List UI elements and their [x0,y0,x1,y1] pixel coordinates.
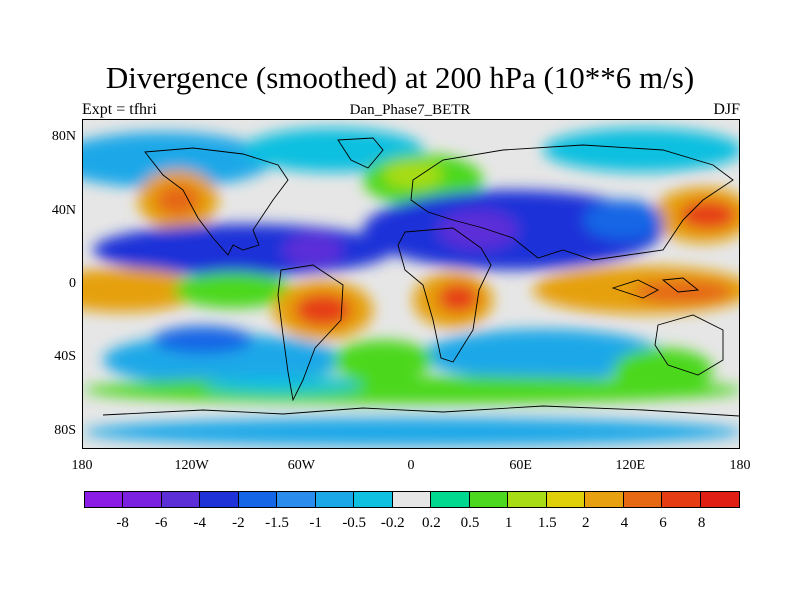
y-tick-label: 40S [54,349,76,365]
colorbar-level-label: 4 [620,515,629,531]
colorbar-swatch [662,492,701,507]
colorbar-swatch [623,492,663,507]
x-tick-label: 180 [729,458,751,473]
colorbar-swatch [392,492,432,507]
x-tick-label: 120E [615,458,646,473]
run-name-label: Dan_Phase7_BETR [349,102,471,118]
season-label: DJF [713,101,740,118]
colorbar-swatch [161,492,201,507]
colorbar-swatch [700,492,740,507]
colorbar-swatch [354,492,393,507]
colorbar-level-label: -0.2 [380,515,405,531]
colorbar-level-label: 6 [659,515,667,531]
y-tick-label: 80N [51,129,76,145]
colorbar-swatch [200,492,239,507]
y-tick-label: 80S [54,422,76,438]
colorbar-swatch [469,492,509,507]
divergence-field [83,128,739,446]
coastlines [102,137,739,417]
x-tick-label: 120W [174,458,209,473]
colorbar-level-label: 0.5 [460,515,480,531]
colorbar-level-label: 1 [504,515,513,531]
colorbar-swatch [277,492,316,507]
colorbar-level-label: -4 [193,515,207,531]
colorbar-swatch [315,492,355,507]
colorbar-level-label: -1 [309,515,322,531]
colorbar-swatch [85,492,124,507]
colorbar-level-label: -1.5 [265,515,289,531]
colorbar-level-label: -0.5 [342,515,367,531]
x-tick-label: 60E [509,458,532,473]
y-tick-label: 40N [51,202,76,218]
colorbar-level-label: 2 [582,515,590,531]
colorbar-swatch [546,492,586,507]
divergence-map-plot [82,119,740,449]
colorbar-level-label: 1.5 [537,515,557,531]
colorbar-level-label: 0.2 [422,515,441,531]
colorbar-level-label: -2 [232,515,245,531]
chart-title: Divergence (smoothed) at 200 hPa (10**6 … [105,60,695,95]
experiment-label: Expt = tfhri [82,101,157,118]
x-tick-label: 180 [71,458,93,473]
x-tick-label: 0 [407,458,415,473]
colorbar-swatch [508,492,547,507]
colorbar-swatch [585,492,624,507]
colorbar-level-label: -6 [154,515,168,531]
colorbar-level-label: -8 [116,515,129,531]
colorbar-swatch [431,492,470,507]
y-tick-label: 0 [69,276,76,291]
colorbar-level-label: 8 [697,515,706,531]
colorbar-swatch [123,492,162,507]
x-tick-label: 60W [287,458,315,473]
colorbar-swatch [238,492,278,507]
colorbar [84,491,741,508]
